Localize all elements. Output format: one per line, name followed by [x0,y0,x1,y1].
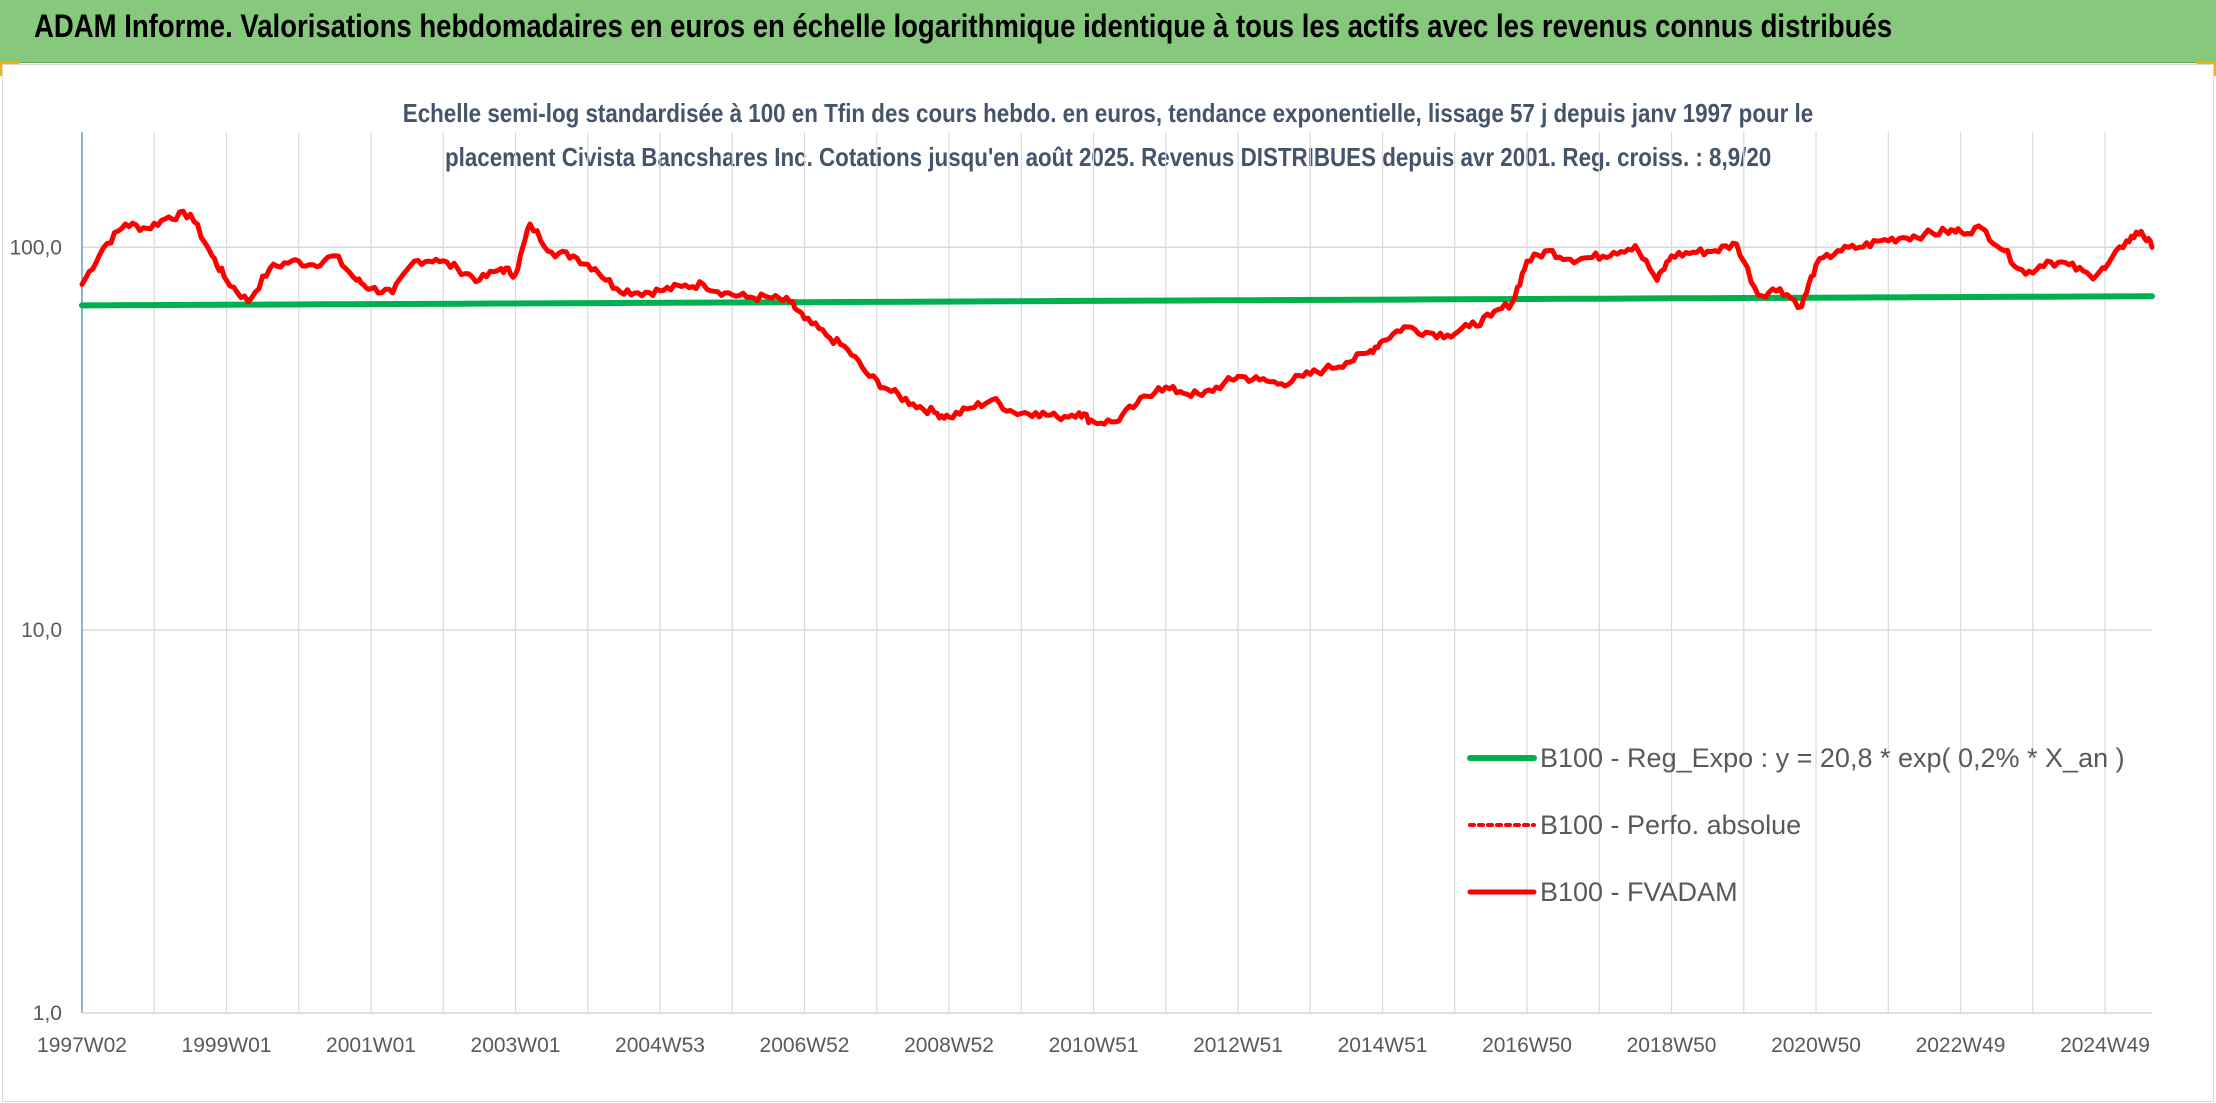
legend-label: B100 - FVADAM [1540,877,1738,907]
x-tick-label: 2014W51 [1338,1034,1428,1057]
y-tick-label: 10,0 [21,619,62,642]
chart-title-line-2: placement Civista Bancshares Inc. Cotati… [0,142,2216,173]
axis-layer: 1,0 10,0 100,0 1997W02 1999W01 2001W01 2003W01… [9,132,2152,1057]
x-tick-label: 2010W51 [1049,1034,1139,1057]
x-tick-label: 2020W50 [1771,1034,1861,1057]
x-tick-label: 2004W53 [615,1034,705,1057]
x-tick-label: 2022W49 [1916,1034,2006,1057]
x-tick-label: 2008W52 [904,1034,994,1057]
x-tick-label: 2018W50 [1627,1034,1717,1057]
x-tick-label: 2016W50 [1482,1034,1572,1057]
x-tick-label: 1999W01 [182,1034,272,1057]
series-line-reg-expo [79,293,2155,309]
series-layer [79,208,2155,427]
chart-title-line-2-text: placement Civista Bancshares Inc. Cotati… [444,142,1772,172]
y-tick-label: 100,0 [9,236,62,259]
report-title: ADAM Informe. Valorisations hebdomadaire… [34,8,1893,44]
x-tick-label: 2001W01 [326,1034,416,1057]
chart-title-line-1-text: Echelle semi-log standardisée à 100 en T… [402,98,1814,128]
x-tick-label: 2024W49 [2060,1034,2150,1057]
x-tick-label: 1997W02 [37,1034,127,1057]
legend-label: B100 - Perfo. absolue [1540,810,1801,840]
report-banner: ADAM Informe. Valorisations hebdomadaire… [0,0,2216,63]
grid-layer [82,132,2152,1014]
legend-label: B100 - Reg_Expo : y = 20,8 * exp( 0,2% *… [1540,743,2125,773]
x-tick-label: 2003W01 [471,1034,561,1057]
series-line-fvadam [79,208,2155,427]
legend: B100 - Reg_Expo : y = 20,8 * exp( 0,2% *… [1467,743,2125,907]
x-tick-label: 2012W51 [1193,1034,1283,1057]
chart-title-line-1: Echelle semi-log standardisée à 100 en T… [0,98,2216,129]
x-tick-label: 2006W52 [760,1034,850,1057]
y-tick-label: 1,0 [33,1002,62,1025]
